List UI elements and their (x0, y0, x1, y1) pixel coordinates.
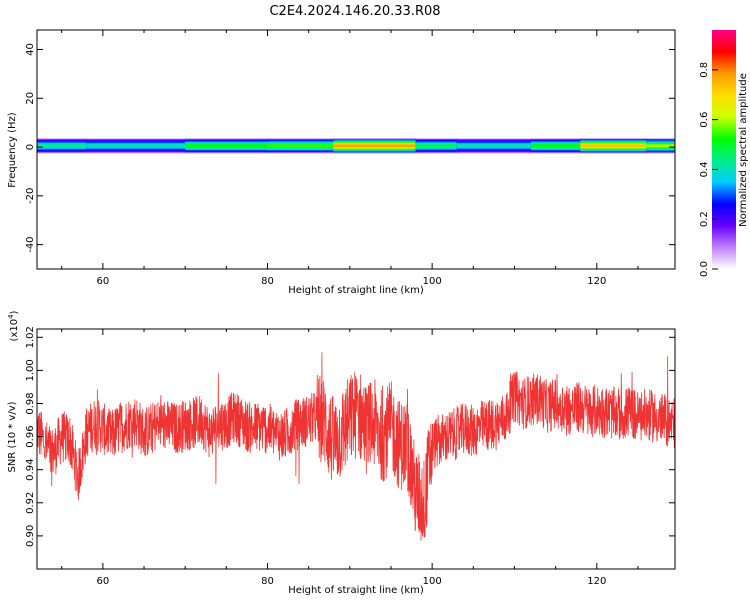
spectrogram-y-tick-label: -20 (25, 188, 36, 204)
spectrogram-x-tick-label: 100 (423, 276, 442, 287)
colorbar-label: Normalized spectral amplitude (738, 73, 749, 227)
snr-multiplier-label: (x104) (7, 310, 20, 341)
snr-x-tick-label: 60 (96, 576, 109, 587)
colorbar-tick-label: 0.6 (699, 112, 710, 128)
snr-x-tick-label: 80 (261, 576, 274, 587)
spectrogram-y-tick-label: 40 (25, 43, 36, 56)
spectrogram-band (37, 138, 676, 154)
spectrogram-ticks: 60 80 100 120 40 20 0 -20 -40 (25, 30, 675, 287)
heatmap-cell (37, 144, 87, 148)
spectrogram-x-tick-label: 80 (261, 276, 274, 287)
snr-y-tick-label: 1.00 (25, 359, 36, 381)
heatmap-cell (86, 144, 186, 148)
spectrogram-frame (36, 29, 676, 270)
spectrogram-y-tick-label: -40 (25, 236, 36, 252)
snr-frame (36, 328, 676, 570)
heatmap-cell (646, 144, 676, 148)
spectrogram-x-tick-label: 120 (587, 276, 606, 287)
heatmap-cell (580, 144, 647, 148)
snr-ticks: 60 80 100 120 0.90 0.92 0.94 0.96 0.98 1.00 1.02 (25, 326, 675, 587)
snr-y-tick-label: 0.90 (25, 525, 36, 547)
snr-y-tick-label: 0.92 (25, 492, 36, 514)
snr-y-tick-label: 1.02 (25, 326, 36, 348)
colorbar-tick-label: 0.4 (699, 161, 710, 177)
spectrogram-x-axis-label: Height of straight line (km) (288, 285, 424, 296)
snr-y-axis-label: SNR (10 * v/v) (7, 401, 18, 472)
spectrogram-panel: 60 80 100 120 40 20 0 -20 -40 Height of straight… (7, 29, 676, 296)
colorbar-tick-label: 0.0 (699, 261, 710, 277)
snr-series-line (37, 352, 675, 541)
colorbar-scale (712, 30, 736, 269)
colorbar-tick-label: 0.8 (699, 62, 710, 78)
colorbar-ticks: 0.0 0.2 0.4 0.6 0.8 (699, 62, 718, 277)
spectrogram-x-tick-label: 60 (96, 276, 109, 287)
snr-panel: 60 80 100 120 0.90 0.92 0.94 0.96 0.98 1.00 1.02 H… (7, 310, 676, 596)
colorbar: 0.0 0.2 0.4 0.6 0.8 Normalized spectral ampl… (699, 30, 749, 277)
snr-y-tick-label: 0.94 (25, 459, 36, 481)
snr-y-tick-label: 0.98 (25, 392, 36, 414)
snr-x-tick-label: 100 (423, 576, 442, 587)
heatmap-cell (415, 144, 458, 148)
colorbar-tick-label: 0.2 (699, 211, 710, 227)
snr-y-tick-label: 0.96 (25, 425, 36, 447)
spectrogram-y-axis-label: Frequency (Hz) (7, 112, 18, 188)
snr-x-tick-label: 120 (587, 576, 606, 587)
heatmap-cell (530, 144, 581, 148)
spectrogram-y-tick-label: 0 (25, 144, 36, 150)
heatmap-cell (333, 144, 417, 148)
spectrogram-y-tick-label: 20 (25, 92, 36, 105)
figure-title: C2E4.2024.146.20.33.R08 (269, 4, 440, 19)
heatmap-cell (185, 144, 268, 148)
heatmap-cell (456, 144, 532, 148)
heatmap-cell (267, 144, 334, 148)
snr-x-axis-label: Height of straight line (km) (288, 585, 424, 596)
